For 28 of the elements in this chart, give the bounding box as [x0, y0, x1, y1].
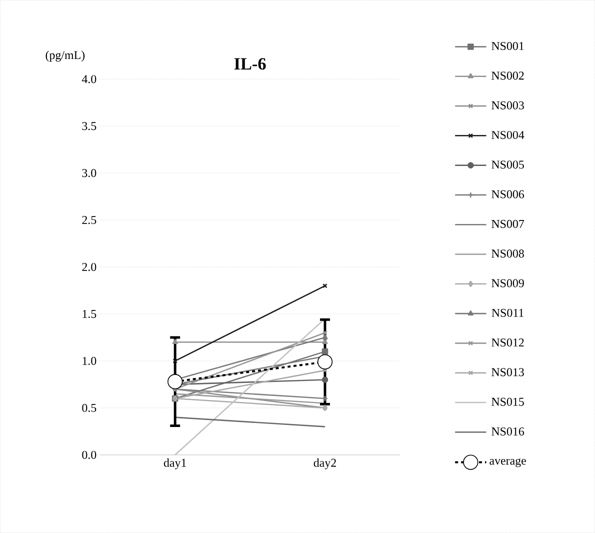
legend-label: NS005 — [492, 160, 524, 169]
y-tick-label: 3.0 — [82, 169, 96, 178]
y-tick-label: 0.5 — [82, 404, 96, 412]
legend-label: NS011 — [492, 308, 524, 317]
y-tick-label: 2.0 — [82, 262, 96, 272]
legend-label: NS015 — [492, 398, 524, 406]
legend-label: NS004 — [492, 130, 524, 139]
legend-label: NS009 — [492, 279, 524, 288]
legend-label: NS001 — [492, 42, 524, 50]
legend-label: NS006 — [492, 190, 524, 198]
y-axis-title: (pg/mL) — [46, 50, 85, 62]
legend-label: NS016 — [492, 427, 524, 436]
chart-title: IL-6 — [234, 58, 266, 70]
y-tick-label: 0.0 — [82, 450, 96, 459]
legend-label: NS003 — [492, 101, 524, 110]
y-tick-label: 3.5 — [82, 122, 96, 130]
legend-label: NS013 — [492, 368, 524, 376]
legend-label: NS012 — [492, 338, 524, 347]
x-tick-label: day1 — [164, 458, 186, 470]
y-tick-label: 1.0 — [82, 356, 96, 365]
y-tick-label: 1.5 — [82, 310, 96, 318]
x-tick-label: day2 — [314, 458, 336, 470]
legend-label: average — [490, 458, 526, 468]
y-tick-label: 4.0 — [82, 75, 96, 84]
legend-label: NS008 — [492, 250, 524, 258]
y-tick-label: 2.5 — [82, 216, 96, 224]
legend-label: NS007 — [492, 220, 524, 228]
legend-label: NS002 — [492, 72, 524, 80]
